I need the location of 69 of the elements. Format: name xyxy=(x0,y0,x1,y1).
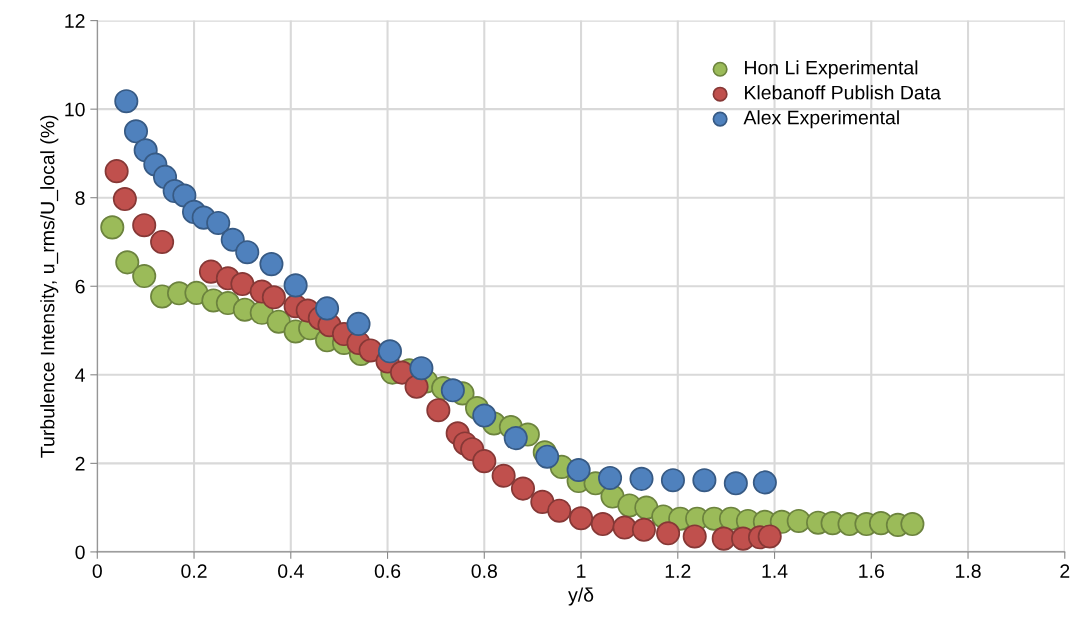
x-tick-label: 2 xyxy=(1060,564,1070,578)
legend-label: Klebanoff Publish Data xyxy=(745,85,941,100)
y-tick-label: 6 xyxy=(75,279,85,294)
point xyxy=(900,511,925,537)
point xyxy=(377,339,402,364)
point xyxy=(472,403,497,428)
point xyxy=(235,240,260,265)
y-tick-label: 2 xyxy=(75,456,85,471)
point xyxy=(757,524,782,549)
point xyxy=(503,426,528,451)
point xyxy=(426,398,451,423)
point xyxy=(752,470,777,495)
y-tick-label: 8 xyxy=(75,191,85,205)
point xyxy=(100,215,125,240)
point xyxy=(566,457,591,483)
point xyxy=(123,119,149,144)
point xyxy=(259,252,284,277)
point xyxy=(206,210,231,235)
point xyxy=(104,159,129,184)
point xyxy=(150,229,175,255)
point xyxy=(472,449,497,474)
point xyxy=(440,378,465,403)
point xyxy=(660,468,685,493)
x-tick-label: 1.2 xyxy=(665,564,691,578)
x-tick-label: 1.8 xyxy=(956,564,981,578)
point xyxy=(114,89,139,114)
point xyxy=(590,511,615,537)
x-tick-label: 0.4 xyxy=(278,564,304,578)
x-tick-label: 0.8 xyxy=(471,564,497,578)
point xyxy=(692,468,717,493)
x-tick-label: 0.6 xyxy=(374,564,401,578)
point xyxy=(315,296,340,321)
point xyxy=(631,517,656,542)
point xyxy=(629,466,654,491)
point xyxy=(220,227,245,252)
point xyxy=(682,524,707,549)
point xyxy=(569,506,594,531)
x-tick-label: 1.4 xyxy=(762,564,788,578)
point xyxy=(711,526,736,551)
y-tick-label: 0 xyxy=(75,545,85,560)
point xyxy=(115,250,140,275)
x-axis-title: y/δ xyxy=(568,587,594,606)
point xyxy=(786,508,811,533)
point xyxy=(491,463,516,488)
point xyxy=(132,213,157,238)
point xyxy=(510,476,536,501)
point xyxy=(112,187,137,212)
point xyxy=(261,285,286,310)
x-tick-label: 0.2 xyxy=(181,564,207,578)
point xyxy=(266,309,291,334)
y-tick-label: 12 xyxy=(65,14,85,28)
legend-label: Hon Li Experimental xyxy=(745,60,918,79)
y-tick-label: 4 xyxy=(75,368,85,382)
point xyxy=(598,465,623,491)
x-tick-label: 0 xyxy=(92,564,102,578)
y-axis-title: Turbulence Intensity, u_rms/U_local (%) xyxy=(40,115,59,458)
point xyxy=(656,521,681,546)
legend-label: Alex Experimental xyxy=(743,110,899,129)
y-tick-label: 10 xyxy=(65,102,85,117)
point xyxy=(283,273,308,298)
x-tick-label: 1.6 xyxy=(859,564,884,578)
x-tick-label: 1 xyxy=(577,564,586,578)
point xyxy=(132,264,157,289)
point xyxy=(346,311,371,336)
point xyxy=(409,356,434,381)
point xyxy=(547,498,572,523)
point xyxy=(723,471,748,496)
point xyxy=(230,272,255,297)
point xyxy=(530,489,555,514)
